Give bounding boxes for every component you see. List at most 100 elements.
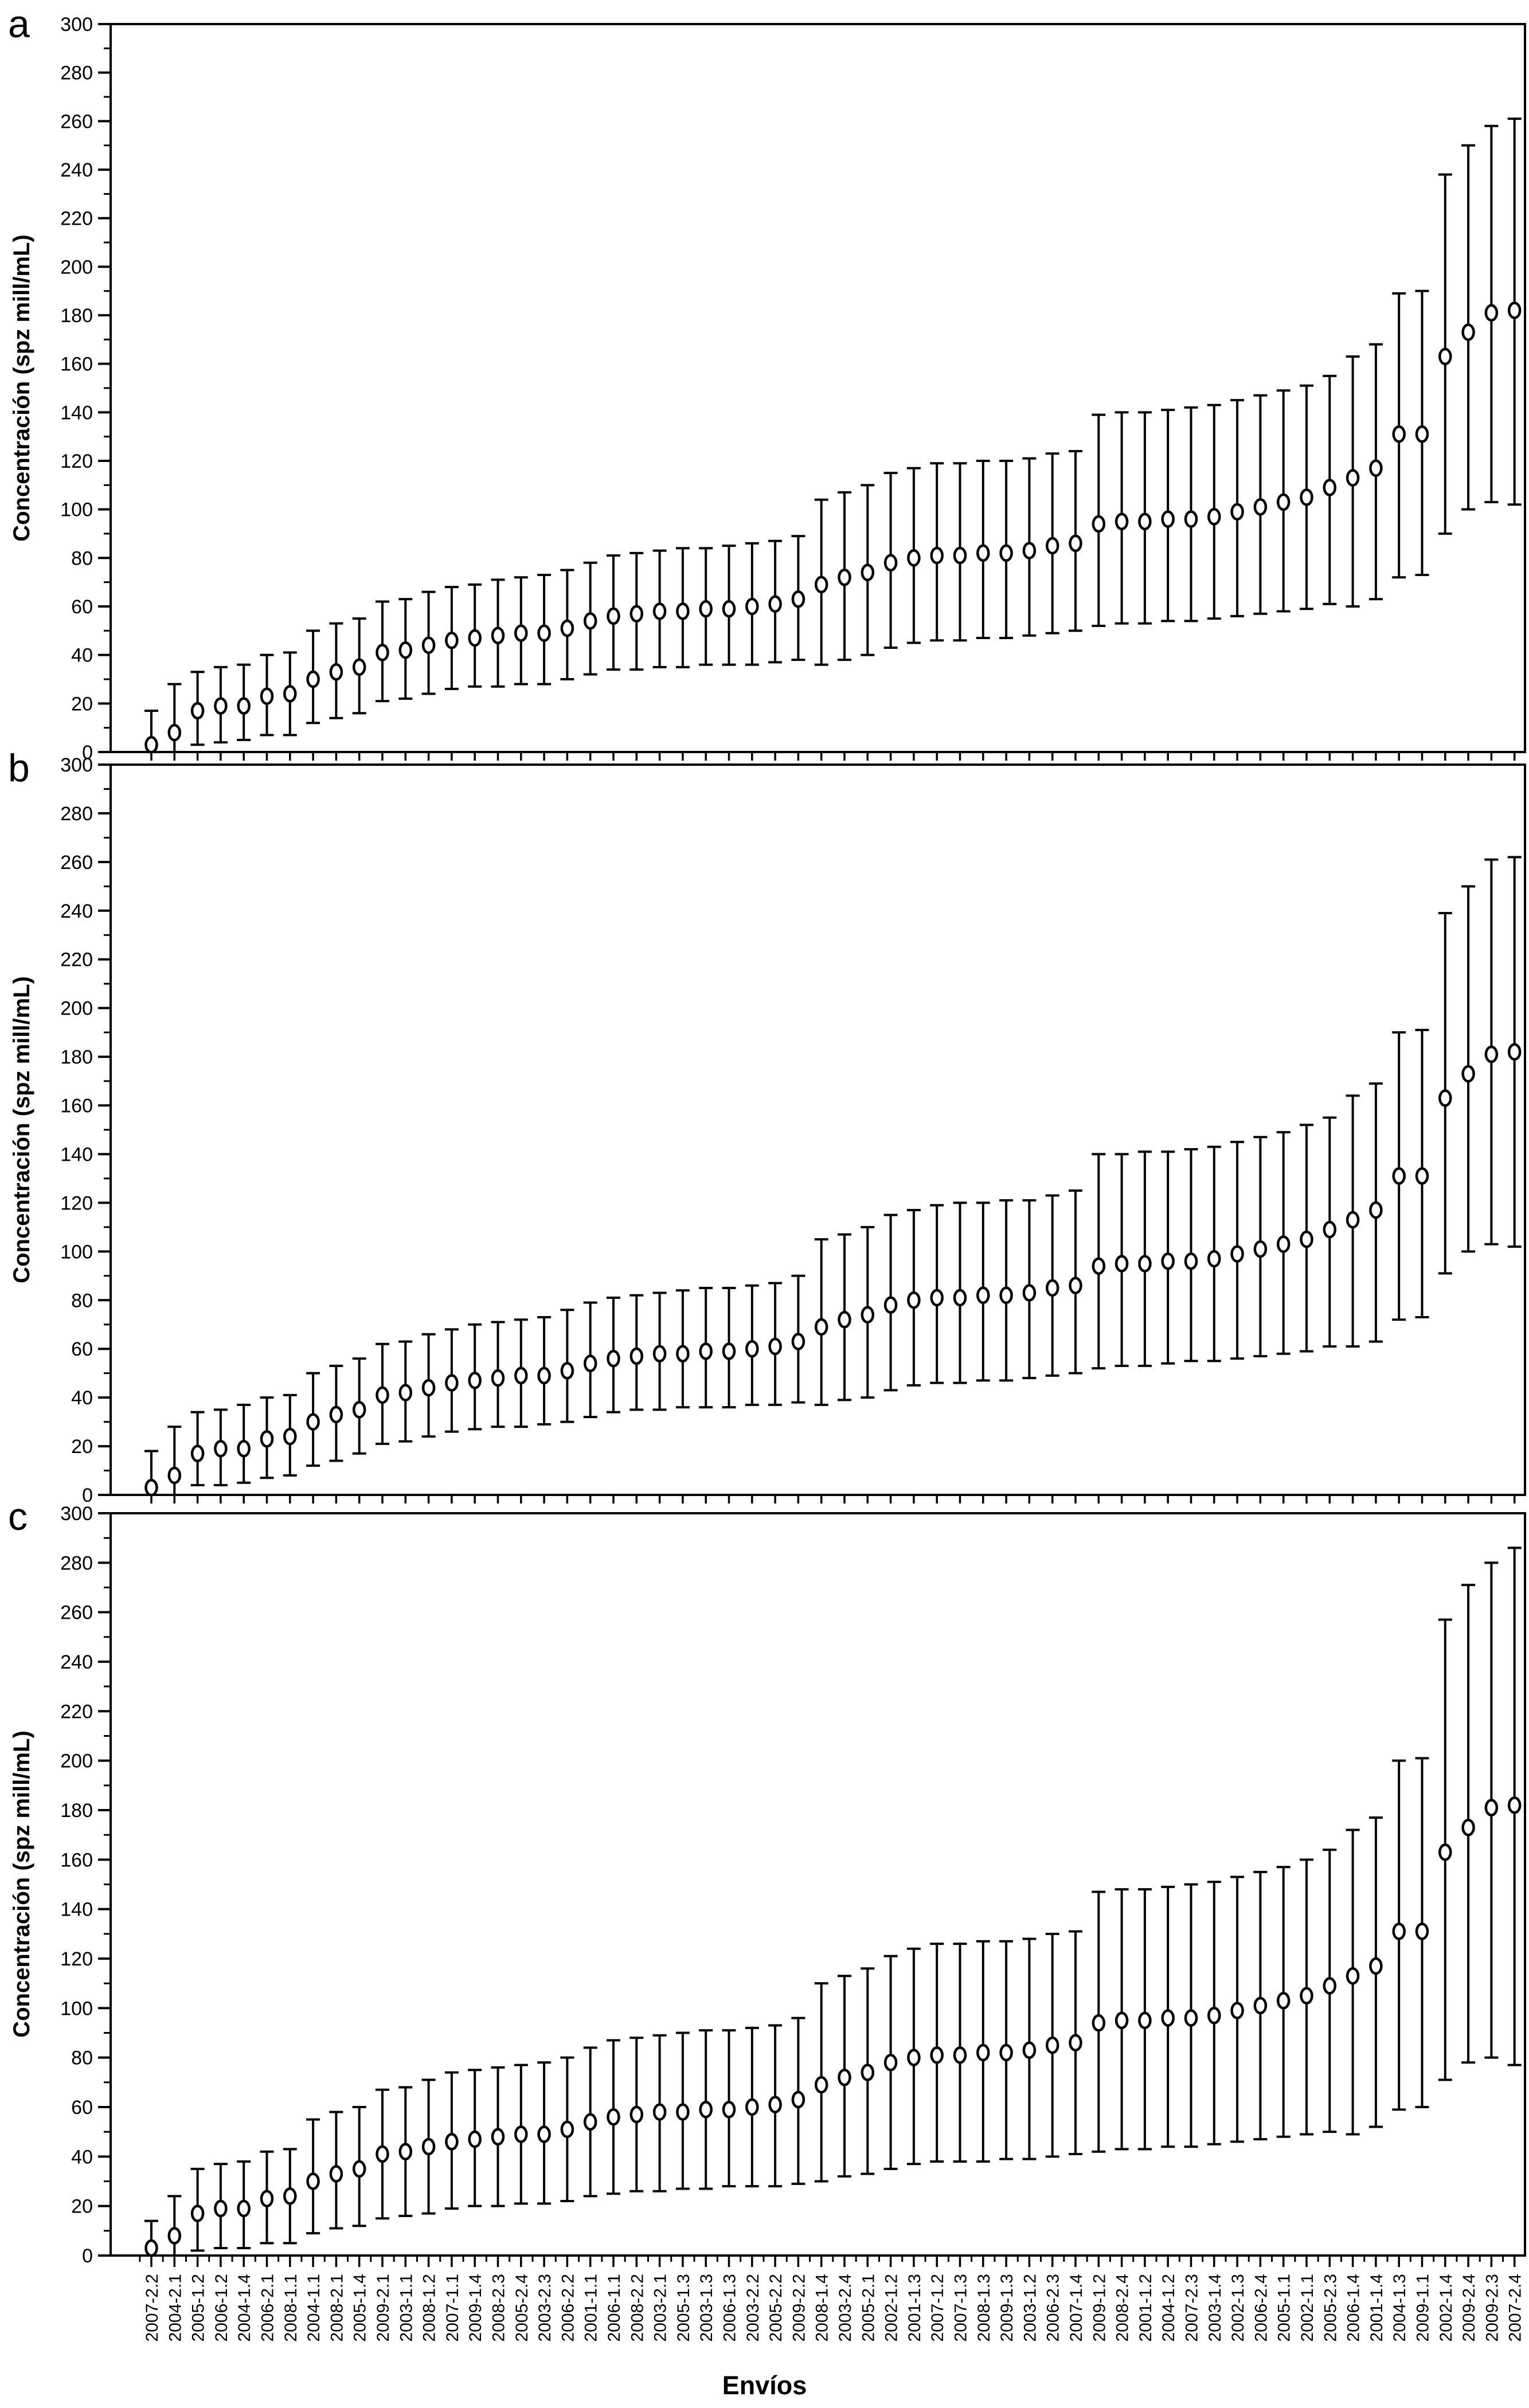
error-bar [1276, 1866, 1291, 2138]
data-point-marker [560, 2120, 574, 2139]
x-axis [150, 752, 1516, 761]
x-tick-label: 2004-2.1 [166, 2274, 185, 2342]
error-bar [1207, 1881, 1221, 2145]
error-bar [652, 1291, 667, 1411]
y-tick-label: 60 [71, 1338, 93, 1360]
error-bar [1323, 374, 1337, 605]
data-point-marker [1461, 323, 1475, 341]
error-bar [491, 1321, 505, 1428]
data-point-marker [699, 600, 713, 618]
x-tick-label: 2003-2.4 [836, 2274, 855, 2342]
x-tick-label: 2008-1.1 [281, 2274, 300, 2342]
data-point-marker [1184, 1252, 1198, 1270]
y-tick-label: 140 [60, 1899, 93, 1921]
data-point-marker [144, 1479, 158, 1497]
error-bar [237, 1403, 251, 1484]
error-bar [607, 1297, 620, 1414]
y-tick-label: 200 [60, 998, 93, 1020]
error-bar [861, 1225, 875, 1399]
y-tick-label: 220 [60, 208, 93, 230]
y-tick-label: 200 [60, 1751, 93, 1772]
data-point-marker [629, 605, 644, 622]
error-bar [1161, 409, 1175, 622]
error-bar [283, 1393, 297, 1477]
x-axis-title: Envíos [722, 2371, 807, 2400]
data-point-marker [1161, 510, 1175, 528]
data-point-marker [1184, 510, 1198, 528]
data-point-marker [652, 2103, 667, 2121]
data-point-marker [883, 1296, 898, 1314]
y-tick-label: 160 [60, 354, 93, 375]
data-point-marker [560, 1362, 574, 1380]
data-point-marker [537, 624, 551, 642]
data-point-marker [214, 1440, 228, 1458]
error-bar [675, 547, 690, 668]
data-point-marker [999, 2043, 1013, 2062]
error-bar [976, 460, 990, 640]
error-bar [906, 1209, 921, 1387]
x-tick-label: 2002-1.2 [882, 2274, 901, 2342]
y-axis-title-panel-b: Concentración (spz mill/mL) [9, 976, 34, 1283]
error-bar [1115, 1888, 1129, 2151]
error-bar [768, 539, 783, 664]
data-point-marker [1484, 304, 1499, 322]
data-point-marker [976, 1286, 990, 1305]
data-point-marker [468, 1372, 482, 1389]
error-bar [144, 2219, 158, 2257]
data-point-marker [1438, 1089, 1452, 1107]
error-bar [583, 561, 597, 676]
error-bar [537, 573, 552, 686]
error-bar [190, 671, 205, 746]
x-tick-label: 2003-1.2 [1020, 2274, 1039, 2342]
x-tick-label: 2004-1.4 [235, 2274, 254, 2342]
error-bar [1392, 1759, 1406, 2111]
x-tick-label: 2003-1.3 [697, 2274, 716, 2342]
data-point-marker [1253, 1996, 1268, 2015]
error-bar [1323, 1849, 1337, 2133]
data-point-marker [1022, 1284, 1037, 1302]
x-tick-label: 2005-1.2 [189, 2274, 208, 2342]
error-bar [583, 2046, 597, 2198]
error-bar [768, 2024, 783, 2188]
panel-b: 0 20 40 60 80 100 120 140 160 180 200 220 240 260 280 3… [60, 754, 1526, 1506]
error-bar [283, 2148, 297, 2245]
data-point-marker [376, 2145, 389, 2163]
data-point-marker [329, 2165, 343, 2183]
y-tick-label: 100 [60, 1998, 93, 2019]
error-bar [1415, 1028, 1429, 1318]
error-bar [491, 578, 505, 688]
y-tick-label: 240 [60, 159, 93, 181]
data-point-marker [930, 1289, 944, 1307]
error-bar [213, 2163, 228, 2250]
data-point-marker [398, 1384, 413, 1401]
data-point-marker [791, 2090, 805, 2109]
error-bar [883, 472, 898, 649]
data-point-marker [1369, 1201, 1383, 1219]
data-point-marker [283, 685, 297, 703]
data-point-marker [930, 2046, 944, 2064]
data-point-marker [283, 1427, 297, 1446]
error-bar [722, 545, 736, 666]
data-point-marker [1069, 534, 1082, 553]
error-bar [260, 2150, 274, 2245]
data-point-marker [514, 624, 528, 642]
y-tick-label: 100 [60, 1241, 93, 1263]
panel-label-a: a [8, 2, 30, 46]
error-bar [421, 590, 436, 695]
data-point-marker [491, 627, 505, 645]
x-tick-label: 2005-1.1 [1275, 2274, 1294, 2342]
data-point-marker [1022, 542, 1037, 559]
panel-label-b: b [8, 746, 30, 790]
data-point-marker [237, 2199, 251, 2218]
data-point-marker [838, 568, 851, 586]
error-bar [1253, 1870, 1268, 2141]
data-point-marker [190, 702, 205, 720]
x-tick-label: 2009-2.4 [1460, 2274, 1479, 2342]
y-tick-label: 40 [71, 2146, 93, 2168]
y-tick-label: 140 [60, 1144, 93, 1165]
error-bar [1045, 452, 1059, 635]
error-bar [398, 2086, 413, 2217]
data-point-marker [1092, 515, 1106, 533]
error-bar [1438, 173, 1452, 535]
data-point-marker [1461, 1818, 1475, 1837]
